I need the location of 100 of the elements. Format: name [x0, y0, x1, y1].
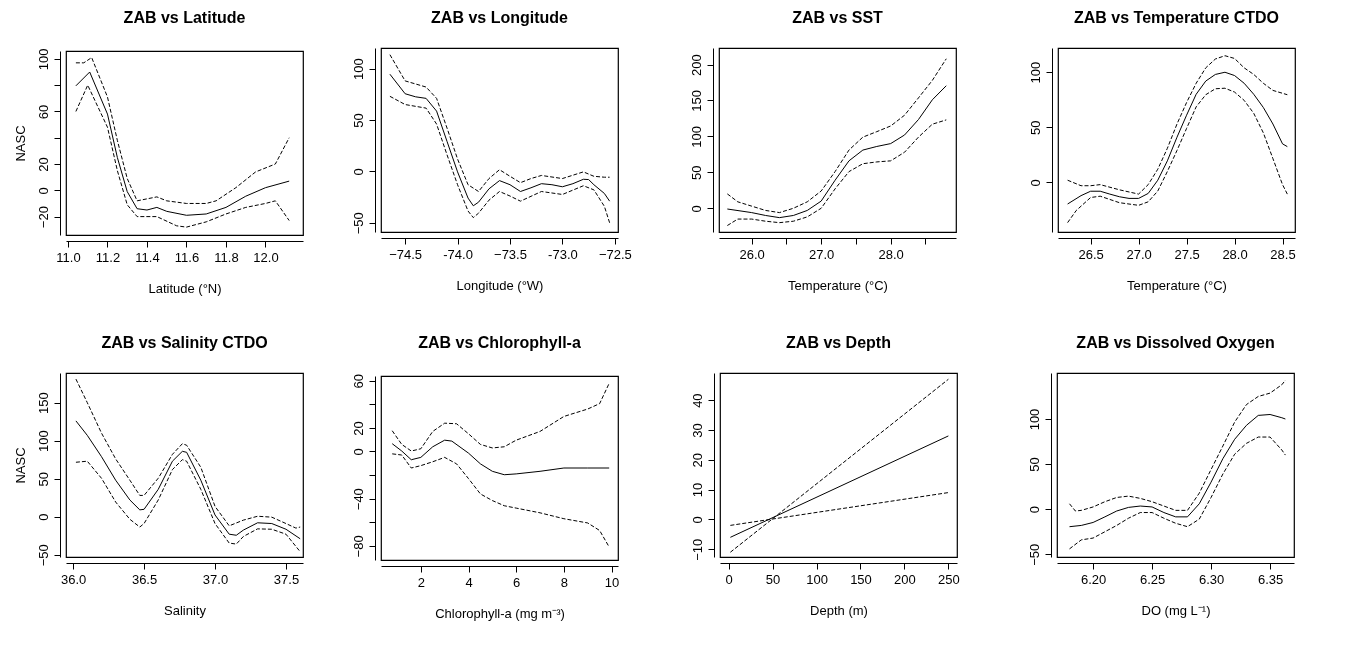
x-tick-label: 28.0: [878, 246, 904, 262]
x-tick-label: 6: [513, 574, 521, 590]
y-tick-label: 100: [688, 126, 704, 148]
line-series: [389, 73, 611, 207]
x-axis-title: Latitude (°N): [148, 280, 222, 296]
x-tick-label: 6.35: [1257, 571, 1284, 587]
chart-title: ZAB vs Temperature CTDO: [1073, 9, 1280, 26]
line-series: [389, 54, 611, 192]
line-series: [1067, 71, 1288, 205]
x-tick-label: 11.6: [174, 249, 200, 265]
y-tick-label: 0: [688, 205, 704, 213]
x-tick-label: 4: [465, 574, 473, 590]
line-series: [726, 85, 947, 219]
x-tick-label: 36.5: [131, 571, 158, 587]
x-tick-label: 100: [806, 571, 828, 587]
y-tick-label: 0: [35, 513, 51, 521]
x-tick-label: 6.25: [1139, 571, 1166, 587]
chart-title: ZAB vs Depth: [786, 334, 891, 351]
x-tick-label: 26.0: [739, 246, 765, 262]
x-axis-title: DO (mg L⁻¹): [1141, 602, 1211, 618]
x-tick-label: 11.0: [56, 249, 81, 265]
x-axis-title: Temperature (°C): [1127, 277, 1227, 293]
y-tick-label: −80: [350, 535, 366, 558]
y-tick-label: 60: [350, 373, 366, 389]
x-tick-label: 27.5: [1174, 246, 1200, 262]
x-tick-label: 6.20: [1080, 571, 1107, 587]
x-axis-title: Temperature (°C): [788, 277, 888, 293]
y-tick-label: 100: [350, 58, 366, 80]
y-tick-label: 100: [1026, 408, 1042, 431]
y-tick-label: 20: [35, 157, 51, 172]
y-tick-label: −50: [35, 544, 51, 567]
y-tick-label: 50: [35, 471, 51, 487]
chart-title: ZAB vs Longitude: [431, 9, 569, 26]
x-tick-label: -74.0: [443, 246, 473, 262]
line-series: [75, 57, 290, 204]
y-tick-label: −20: [35, 206, 51, 229]
chart-title: ZAB vs Salinity CTDO: [101, 334, 268, 351]
x-axis-title: Salinity: [164, 602, 207, 618]
line-series: [1069, 379, 1286, 512]
x-tick-label: 11.4: [135, 249, 160, 265]
x-tick-label: 6.30: [1198, 571, 1225, 587]
x-tick-label: 27.0: [1126, 246, 1152, 262]
line-series: [75, 420, 301, 540]
x-axis-title: Depth (m): [810, 602, 868, 618]
x-tick-label: 27.0: [809, 246, 835, 262]
chart-title: ZAB vs SST: [792, 9, 884, 26]
y-tick-label: 50: [1026, 457, 1042, 472]
x-tick-label: −74.5: [389, 246, 423, 262]
y-tick-label: 60: [35, 104, 51, 120]
x-tick-label: -73.0: [548, 246, 578, 262]
x-tick-label: −72.5: [598, 246, 632, 262]
x-tick-label: 12.0: [253, 249, 279, 265]
y-axis-title: NASC: [12, 447, 28, 484]
line-series: [726, 58, 947, 214]
y-tick-label: 30: [689, 423, 705, 438]
x-tick-label: 36.0: [60, 571, 87, 587]
x-tick-label: −73.5: [494, 246, 527, 262]
y-tick-label: 0: [350, 168, 366, 176]
y-tick-label: 20: [689, 453, 705, 468]
y-tick-label: −50: [350, 212, 366, 235]
x-tick-label: 11.8: [214, 249, 239, 265]
x-tick-label: 37.0: [202, 571, 229, 587]
line-series: [389, 95, 611, 224]
line-series: [1069, 413, 1286, 528]
x-tick-label: 37.5: [273, 571, 300, 587]
line-series: [1069, 436, 1286, 550]
y-tick-label: 0: [1026, 506, 1042, 514]
y-tick-label: 20: [350, 421, 366, 436]
y-tick-label: 150: [35, 392, 51, 414]
x-axis-title: Chlorophyll-a (mg m⁻³): [435, 605, 565, 621]
x-tick-label: 150: [850, 571, 872, 587]
y-axis-title: NASC: [12, 125, 28, 162]
y-tick-label: 150: [688, 90, 704, 112]
x-tick-label: 10: [604, 574, 620, 590]
y-tick-label: 50: [350, 113, 366, 128]
x-tick-label: 50: [765, 571, 781, 587]
line-series: [391, 439, 610, 476]
y-tick-label: −40: [350, 488, 366, 511]
line-series: [1067, 87, 1288, 224]
x-tick-label: 8: [560, 574, 568, 590]
x-tick-label: 0: [725, 571, 733, 587]
line-series: [75, 378, 301, 529]
y-tick-label: 0: [35, 187, 51, 195]
y-tick-label: 0: [1027, 179, 1043, 187]
line-series: [391, 453, 610, 548]
y-tick-label: 40: [689, 393, 705, 408]
line-series: [1067, 55, 1288, 195]
x-tick-label: 28.5: [1270, 246, 1296, 262]
chart-title: ZAB vs Chlorophyll-a: [418, 334, 581, 352]
y-tick-label: 10: [689, 482, 705, 498]
line-series: [726, 119, 947, 227]
line-series: [391, 382, 610, 452]
y-tick-label: 100: [35, 48, 51, 71]
y-tick-label: 50: [688, 165, 704, 181]
y-tick-label: 100: [35, 430, 51, 453]
x-axis-title: Longitude (°W): [456, 277, 544, 293]
y-tick-label: 0: [350, 448, 366, 456]
x-tick-label: 28.0: [1222, 246, 1248, 262]
y-tick-label: 100: [1027, 61, 1043, 84]
y-tick-label: −10: [689, 538, 705, 561]
